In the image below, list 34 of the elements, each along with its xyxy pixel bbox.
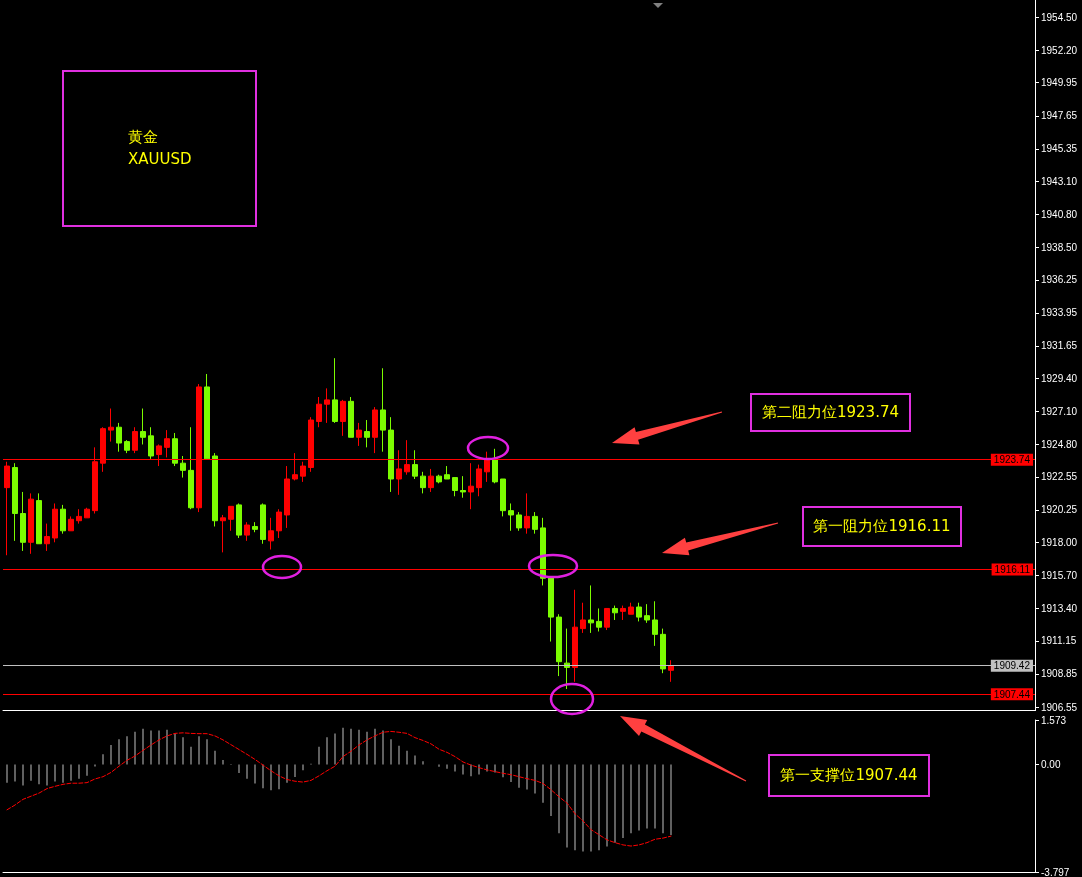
y-tick-label: 1918.00 [1041, 536, 1078, 548]
y-tick-label: 1936.25 [1041, 274, 1078, 286]
ref-line-label: 1923.74 [993, 454, 1031, 466]
ref-line-label: 1909.42 [993, 660, 1031, 672]
y-tick-label: 1940.80 [1041, 208, 1078, 220]
annotation: 第二阻力位1923.74 [750, 393, 911, 432]
y-tick-label: 1931.65 [1041, 340, 1078, 352]
y-tick-label: 1911.15 [1041, 635, 1077, 647]
ref-line-label: 1907.44 [993, 688, 1031, 700]
text: 黄金 [128, 128, 158, 147]
y-tick-label: 1908.85 [1041, 668, 1078, 680]
y-tick-label: 1954.50 [1041, 11, 1078, 23]
y-tick-label: 1.573 [1041, 714, 1067, 726]
text: XAUUSD [128, 150, 192, 168]
y-tick-label: -3.797 [1041, 866, 1070, 877]
y-tick-label: 1947.65 [1041, 110, 1078, 122]
ref-line-label: 1916.11 [994, 563, 1031, 575]
y-tick-label: 0.00 [1041, 759, 1061, 771]
y-tick-label: 1906.55 [1041, 701, 1078, 713]
y-tick-label: 1924.80 [1041, 438, 1078, 450]
y-tick-label: 1952.20 [1041, 44, 1078, 56]
y-tick-label: 1920.25 [1041, 504, 1078, 516]
y-tick-label: 1938.50 [1041, 241, 1078, 253]
y-tick-label: 1949.95 [1041, 77, 1078, 89]
annotation: 第一支撑位1907.44 [768, 754, 930, 797]
y-tick-label: 1945.35 [1041, 143, 1078, 155]
y-tick-label: 1927.10 [1041, 405, 1078, 417]
y-tick-label: 1933.95 [1041, 307, 1078, 319]
y-tick-label: 1929.40 [1041, 372, 1078, 384]
annotation: 第一阻力位1916.11 [802, 506, 962, 547]
y-tick-label: 1922.55 [1041, 471, 1078, 483]
y-tick-label: 1943.10 [1041, 175, 1078, 187]
y-tick-label: 1913.40 [1041, 602, 1078, 614]
y-tick-label: 1915.70 [1041, 569, 1078, 581]
